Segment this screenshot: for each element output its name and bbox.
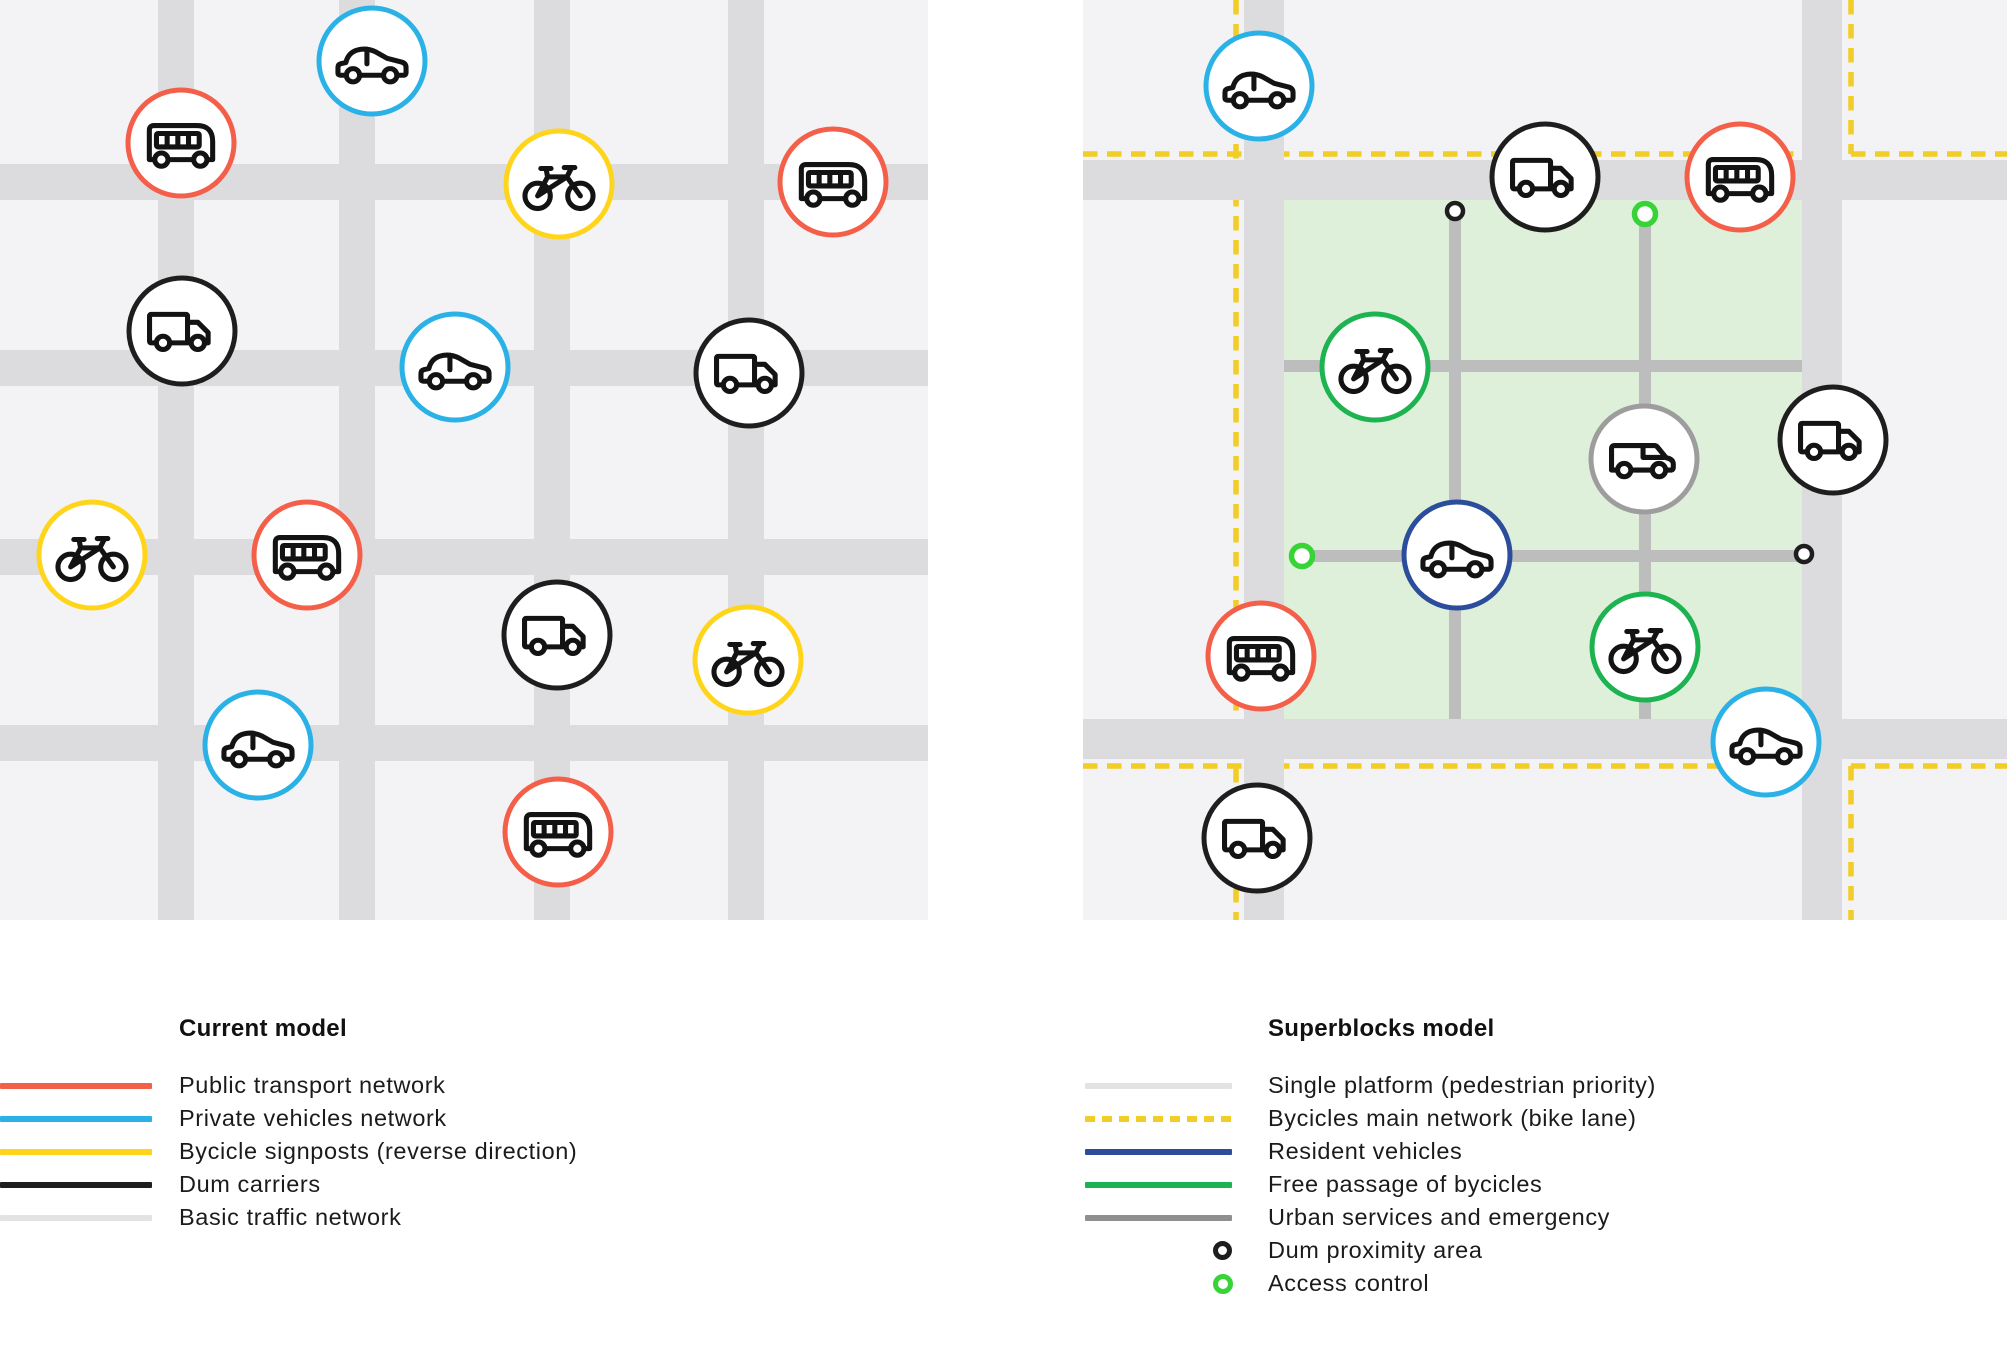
black-ring [1489,121,1601,233]
legend-ring-swatch [1083,1234,1268,1267]
legend-line-swatch [1083,1168,1268,1201]
bike-marker [1589,591,1701,703]
dum-proximity-marker [1793,543,1815,565]
black-ring [126,275,238,387]
road-horizontal [1083,719,2007,759]
bus-marker [502,776,614,888]
legend-item: Access control [1083,1267,2003,1300]
legend-item-label: Free passage of bycicles [1268,1170,1543,1197]
bus-marker [777,126,889,238]
truck-marker [501,579,613,691]
cyan-ring [202,689,314,801]
legend-rows: Public transport network Private vehicle… [0,1069,760,1234]
cyan-ring [316,5,428,117]
legend-item-label: Private vehicles network [179,1104,447,1131]
road-horizontal [0,539,928,575]
legend-item: Bycicles main network (bike lane) [1083,1102,2003,1135]
legend-item: Dum carriers [0,1168,760,1201]
car-marker [399,311,511,423]
bus-marker [251,499,363,611]
legend-item-label: Urban services and emergency [1268,1203,1611,1230]
legend-item: Urban services and emergency [1083,1201,2003,1234]
dum-proximity-marker [1444,200,1466,222]
truck-marker [126,275,238,387]
black-ring [693,317,805,429]
red-ring [502,776,614,888]
legend-item-label: Basic traffic network [179,1203,402,1230]
legend-line-swatch [0,1168,179,1201]
truck-marker [693,317,805,429]
red-ring [1684,121,1796,233]
legend-line-swatch [0,1135,179,1168]
red-ring [251,499,363,611]
legend-ring-swatch [1083,1267,1268,1300]
legend-line-swatch [0,1201,179,1234]
legend-item-label: Access control [1268,1269,1430,1296]
van-marker [1588,403,1700,515]
bike-marker [692,604,804,716]
legend-line-swatch [0,1102,179,1135]
legend-line-swatch [0,1069,179,1102]
legend-line-swatch [1083,1135,1268,1168]
legend-item: Resident vehicles [1083,1135,2003,1168]
car-marker [1203,30,1315,142]
navy-ring [1401,499,1513,611]
access-control-marker [1631,200,1659,228]
legend-item: Free passage of bycicles [1083,1168,2003,1201]
truck-marker [1489,121,1601,233]
red-ring [125,87,237,199]
legend-title-superblocks-model: Superblocks model [1268,1015,1495,1042]
car-marker [316,5,428,117]
black-ring [1777,384,1889,496]
cyan-ring [1710,686,1822,798]
legend-item-label: Public transport network [179,1071,446,1098]
legend-item: Public transport network [0,1069,760,1102]
bike-marker [1319,311,1431,423]
legend-item: Bycicle signposts (reverse direction) [0,1135,760,1168]
legend-line-swatch [1083,1201,1268,1234]
black-ring [1201,782,1313,894]
bike-marker [36,499,148,611]
legend-item: Single platform (pedestrian priority) [1083,1069,2003,1102]
bike-marker [503,128,615,240]
car-marker [202,689,314,801]
legend-line-swatch [1083,1069,1268,1102]
legend-item-label: Single platform (pedestrian priority) [1268,1071,1656,1098]
car-marker [1710,686,1822,798]
road-horizontal [0,725,928,761]
superblock-green-zone [1284,200,1802,719]
truck-marker [1777,384,1889,496]
legend-rows: Single platform (pedestrian priority) By… [1083,1069,2003,1300]
legend-item-label: Resident vehicles [1268,1137,1463,1164]
legend-current-model: Current model Public transport network P… [0,1016,760,1234]
truck-marker [1201,782,1313,894]
legend-item: Private vehicles network [0,1102,760,1135]
legend-item-label: Dum proximity area [1268,1236,1483,1263]
legend-item-label: Bycicles main network (bike lane) [1268,1104,1637,1131]
superblocks-model-map [1083,0,2007,920]
car-marker [1401,499,1513,611]
black-ring [501,579,613,691]
legend-item-label: Dum carriers [179,1170,321,1197]
red-ring [777,126,889,238]
legend-item-label: Bycicle signposts (reverse direction) [179,1137,578,1164]
road-vertical [728,0,764,920]
legend-title-current-model: Current model [179,1015,347,1042]
legend-item: Basic traffic network [0,1201,760,1234]
bus-marker [1205,600,1317,712]
current-model-map [0,0,928,920]
legend-dashed-line-swatch [1083,1102,1268,1135]
bus-marker [125,87,237,199]
red-ring [1205,600,1317,712]
cyan-ring [1203,30,1315,142]
legend-item: Dum proximity area [1083,1234,2003,1267]
cyan-ring [399,311,511,423]
bus-marker [1684,121,1796,233]
road-vertical [339,0,375,920]
legend-superblocks-model: Superblocks model Single platform (pedes… [1083,1016,2003,1300]
road-vertical [1244,0,1284,920]
access-control-marker [1288,542,1316,570]
